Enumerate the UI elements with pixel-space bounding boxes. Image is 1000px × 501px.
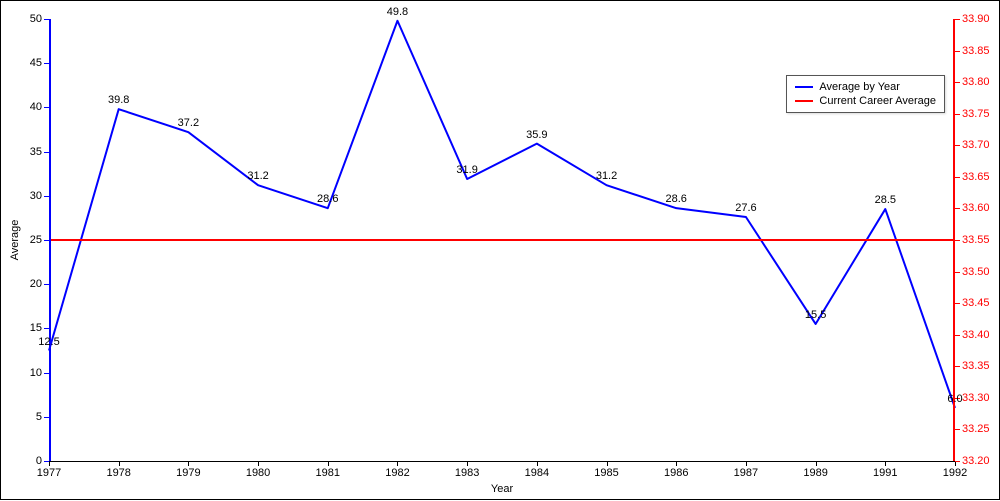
x-tick-label: 1977 [37,467,61,479]
y-right-tick-label: 33.80 [962,76,990,88]
x-tick-label: 1987 [734,467,758,479]
y-right-tick-label: 33.35 [962,360,990,372]
y-right-tick-label: 33.70 [962,139,990,151]
y-right-tick-label: 33.40 [962,329,990,341]
data-point-label: 31.2 [247,170,268,182]
legend-label: Average by Year [819,81,900,93]
chart-container: Average Year Average by Year Current Care… [0,0,1000,500]
x-axis-title: Year [491,483,513,495]
data-point-label: 6.0 [947,393,962,405]
data-point-label: 15.5 [805,309,826,321]
y-axis-title: Average [9,220,21,261]
y-left-tick-label: 35 [30,146,42,158]
y-right-tick-label: 33.30 [962,392,990,404]
data-point-label: 31.9 [456,164,477,176]
x-tick-label: 1986 [664,467,688,479]
data-point-label: 27.6 [735,202,756,214]
x-tick-label: 1978 [106,467,130,479]
data-point-label: 39.8 [108,94,129,106]
legend-item: Average by Year [795,80,936,94]
y-left-tick-label: 40 [30,101,42,113]
y-left-tick-label: 5 [36,411,42,423]
data-point-label: 28.5 [875,194,896,206]
x-tick-label: 1985 [594,467,618,479]
y-right-tick-label: 33.75 [962,108,990,120]
y-left-tick-label: 15 [30,322,42,334]
x-tick-label: 1982 [385,467,409,479]
y-left-tick-label: 45 [30,57,42,69]
x-tick-label: 1991 [873,467,897,479]
y-left-tick-label: 30 [30,190,42,202]
x-tick-label: 1989 [803,467,827,479]
data-point-label: 28.6 [317,193,338,205]
y-right-tick-label: 33.20 [962,455,990,467]
legend-label: Current Career Average [819,95,936,107]
legend-item: Current Career Average [795,94,936,108]
legend-swatch [795,86,813,88]
y-left-tick-label: 10 [30,367,42,379]
x-tick-label: 1981 [316,467,340,479]
data-point-label: 28.6 [666,193,687,205]
y-right-tick-label: 33.55 [962,234,990,246]
y-right-tick-label: 33.60 [962,202,990,214]
x-tick-label: 1980 [246,467,270,479]
data-point-label: 12.5 [38,336,59,348]
y-right-tick-label: 33.50 [962,266,990,278]
y-right-tick-label: 33.85 [962,45,990,57]
legend-swatch [795,100,813,102]
y-right-tick-label: 33.65 [962,171,990,183]
y-left-tick-label: 50 [30,13,42,25]
legend: Average by Year Current Career Average [786,75,945,113]
x-tick-label: 1984 [525,467,549,479]
y-left-tick-label: 0 [36,455,42,467]
y-right-tick-label: 33.45 [962,297,990,309]
y-left-tick-label: 25 [30,234,42,246]
x-tick-label: 1979 [176,467,200,479]
y-right-tick-label: 33.90 [962,13,990,25]
data-point-label: 31.2 [596,170,617,182]
y-right-tick-label: 33.25 [962,423,990,435]
data-point-label: 35.9 [526,129,547,141]
y-left-tick-label: 20 [30,278,42,290]
data-point-label: 49.8 [387,6,408,18]
x-tick-label: 1983 [455,467,479,479]
data-point-label: 37.2 [178,117,199,129]
x-tick-label: 1992 [943,467,967,479]
